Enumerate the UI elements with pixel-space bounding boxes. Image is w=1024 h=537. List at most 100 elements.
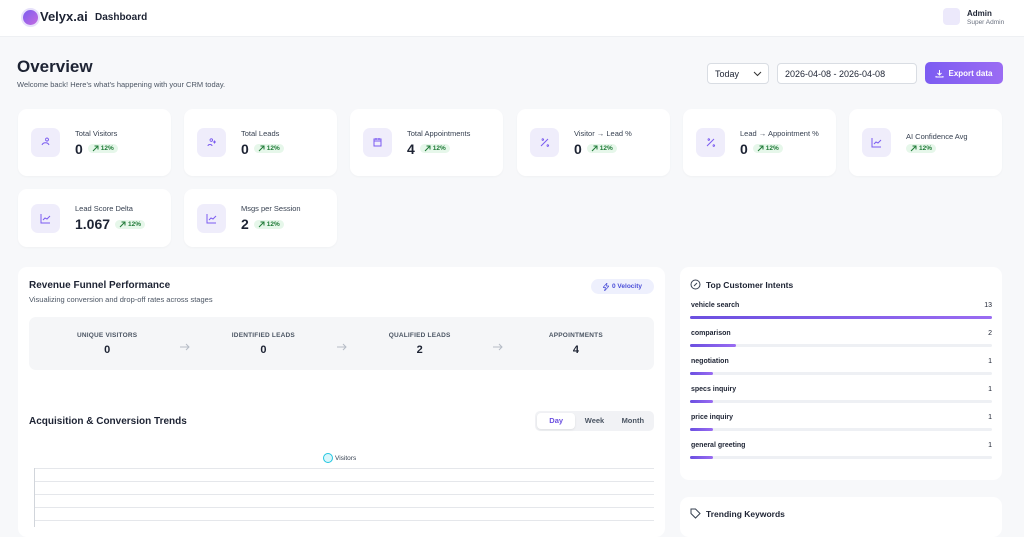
- brand[interactable]: Velyx.ai: [40, 9, 88, 24]
- change: 12%: [919, 145, 933, 152]
- stat-value-row: 4 12%: [407, 141, 492, 157]
- user-name[interactable]: Admin: [967, 9, 992, 18]
- intent-count: 2: [988, 330, 992, 337]
- stat-card: Total Appointments 4 12%: [350, 109, 503, 176]
- intent-count: 13: [984, 302, 992, 309]
- intent-bar: [690, 372, 714, 375]
- stat-value: 0: [241, 140, 249, 157]
- change: 12%: [432, 145, 446, 152]
- change-badge: 12%: [115, 219, 146, 229]
- up-arrow: [92, 145, 99, 152]
- stat-icon: [31, 128, 60, 157]
- overview-title: Overview: [17, 57, 93, 76]
- arrow-icon: [336, 343, 347, 351]
- stat-card: Msgs per Session 2 12%: [184, 189, 337, 247]
- intent-bar: [690, 456, 714, 459]
- top-bar: Velyx.ai Dashboard Admin Super Admin: [0, 0, 1024, 37]
- period: Today: [715, 68, 740, 79]
- intent-label: specs inquiry: [691, 386, 737, 393]
- stat-text: AI Confidence Avg 12%: [906, 109, 991, 176]
- stat-label: Visitor → Lead %: [574, 128, 632, 138]
- stat-value-row: 0 12%: [241, 141, 326, 157]
- range-tabs: Day Week Month: [535, 411, 654, 431]
- tab[interactable]: Day: [537, 413, 576, 429]
- funnel-subtitle: Visualizing conversion and drop-off rate…: [29, 295, 213, 304]
- change-badge: 12%: [419, 144, 450, 153]
- date-range[interactable]: 2026-04-08 - 2026-04-08: [777, 63, 917, 84]
- up-arrow: [757, 145, 764, 152]
- stat-text: Visitor → Lead % 0 12%: [574, 109, 659, 176]
- intent-label: comparison: [691, 330, 731, 337]
- target-icon: [690, 279, 701, 290]
- change-badge: 12%: [906, 144, 937, 153]
- up-arrow: [591, 145, 598, 152]
- change: 12%: [599, 145, 613, 152]
- stat-icon: [197, 203, 226, 233]
- stat-card: Visitor → Lead % 0 12%: [517, 109, 670, 176]
- intent-track: [690, 372, 992, 375]
- velocity-badge: 0 Velocity: [591, 279, 654, 294]
- stage: IDENTIFIED LEADS 0: [185, 317, 347, 370]
- change-badge: 12%: [586, 144, 617, 153]
- stat-label: Total Leads: [241, 128, 280, 138]
- stat-text: Total Appointments 4 12%: [407, 109, 492, 176]
- trends-title: Acquisition & Conversion Trends: [29, 416, 187, 427]
- avatar[interactable]: [943, 8, 960, 25]
- stat-label: Lead Score Delta: [75, 204, 133, 213]
- tag-icon: [690, 508, 701, 519]
- change: 12%: [128, 220, 142, 228]
- stat-card: Total Leads 0 12%: [184, 109, 337, 176]
- change: 12%: [100, 145, 114, 152]
- change-badge: 12%: [253, 144, 284, 153]
- legend: Visitors: [323, 453, 356, 463]
- stage: APPOINTMENTS 4: [498, 317, 654, 370]
- intent-track: [690, 344, 992, 347]
- intent-count: 1: [988, 414, 992, 421]
- stage: UNIQUE VISITORS 0: [29, 317, 190, 370]
- stage-label: IDENTIFIED LEADS: [231, 331, 295, 339]
- stat-text: Msgs per Session 2 12%: [241, 189, 326, 247]
- stat-value-row: 0 12%: [574, 141, 659, 157]
- intents-title: Top Customer Intents: [706, 280, 794, 290]
- period-select[interactable]: Today: [707, 63, 769, 84]
- stat-value-row: 12%: [906, 144, 991, 153]
- stat-text: Lead Score Delta 1.067 12%: [75, 189, 160, 247]
- stat-label: Total Visitors: [75, 128, 118, 138]
- stat-value-row: 0 12%: [75, 141, 160, 157]
- stat-icon: [31, 203, 60, 233]
- stat-card: AI Confidence Avg 12%: [849, 109, 1002, 176]
- overview-subtitle: Welcome back! Here's what's happening wi…: [17, 80, 226, 89]
- tab[interactable]: Month: [621, 416, 645, 425]
- tab[interactable]: Week: [584, 416, 605, 425]
- funnel-panel: [18, 267, 665, 537]
- page-name: Dashboard: [95, 12, 148, 23]
- download-icon: [935, 69, 944, 77]
- stage-arrow: [180, 338, 190, 356]
- intent-track: [690, 400, 992, 403]
- stage-value: 0: [260, 343, 267, 356]
- icon: [871, 138, 882, 148]
- intent-count: 1: [988, 386, 992, 393]
- intent-bar: [690, 428, 714, 431]
- intent-bar: [690, 344, 737, 347]
- stage-value: 4: [572, 343, 579, 356]
- intent-count: 1: [988, 358, 992, 365]
- stat-icon: [530, 128, 559, 157]
- up-arrow: [258, 145, 265, 152]
- stat-value: 1.067: [75, 216, 111, 232]
- funnel-stages: UNIQUE VISITORS 0 IDENTIFIED LEADS 0 QUALIFI…: [29, 317, 654, 370]
- legend-label: Visitors: [335, 454, 357, 462]
- stat-text: Total Leads 0 12%: [241, 109, 326, 176]
- stat-card: Lead Score Delta 1.067 12%: [18, 189, 171, 247]
- stat-card: Total Visitors 0 12%: [18, 109, 171, 176]
- intent-bar: [690, 316, 992, 319]
- export-button[interactable]: Export data: [925, 62, 1003, 84]
- stage-arrow: [336, 338, 347, 356]
- stat-value: 0: [75, 140, 83, 157]
- chevron: [753, 71, 762, 76]
- logo[interactable]: [21, 8, 40, 27]
- up-arrow: [910, 145, 917, 152]
- stat-value: 4: [407, 140, 415, 157]
- change: 12%: [266, 145, 280, 152]
- stat-label: Total Appointments: [407, 128, 471, 138]
